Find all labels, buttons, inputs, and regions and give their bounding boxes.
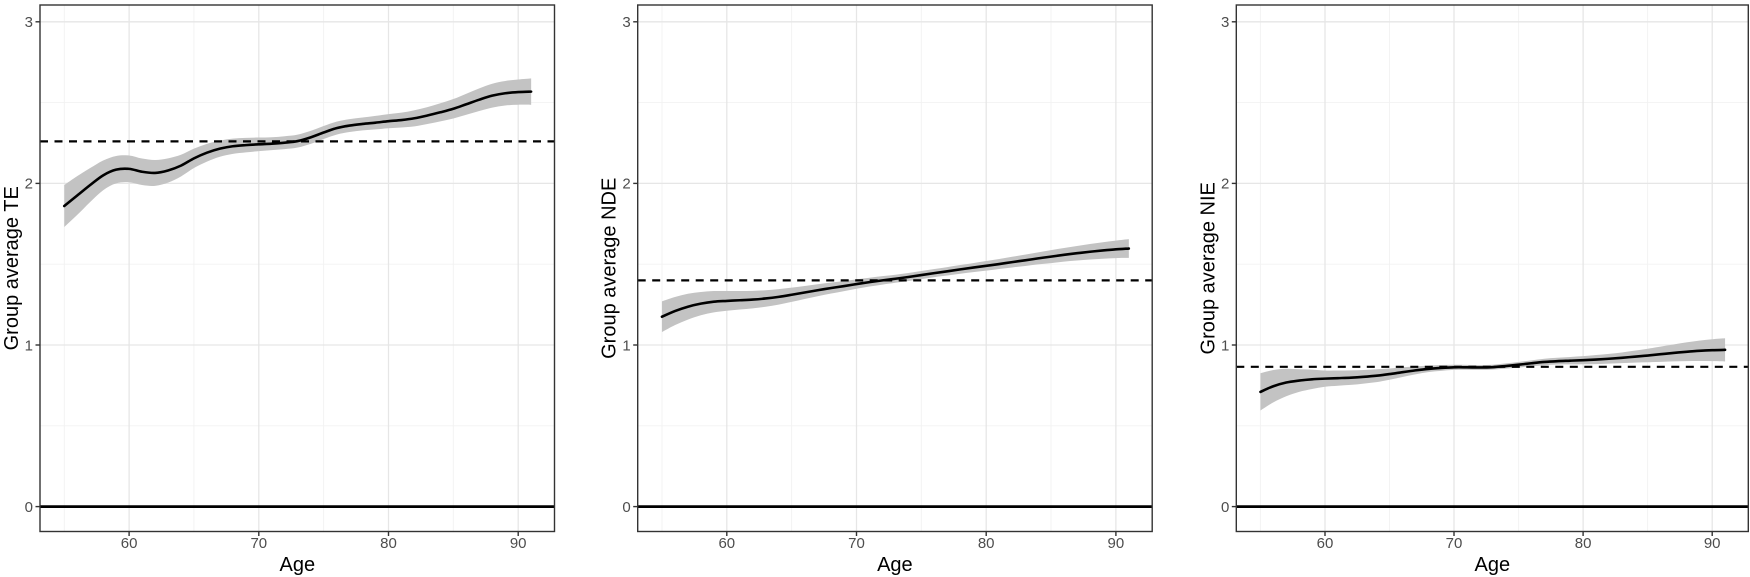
x-tick-label: 80 [978, 535, 995, 552]
smooth-line [62, 90, 533, 208]
y-tick-label: 1 [25, 337, 33, 354]
nde-chart-svg: 60 70 80 90 0 1 2 3 Age Group average NDE [583, 0, 1166, 577]
panel-background [40, 5, 555, 532]
y-tick-label: 2 [25, 176, 33, 193]
y-tick-label: 1 [622, 337, 630, 354]
confidence-band [64, 78, 532, 228]
x-tick-label: 60 [718, 535, 735, 552]
x-axis-title: Age [1475, 554, 1511, 576]
panel-border [1235, 4, 1750, 533]
panel-background [637, 5, 1153, 532]
y-axis-title: Group average NIE [1197, 182, 1219, 354]
y-tick-label: 3 [622, 14, 630, 31]
x-axis-title: Age [280, 554, 316, 576]
y-axis-title: Group average NDE [599, 178, 621, 359]
confidence-band [1260, 338, 1726, 411]
y-tick-label: 3 [25, 14, 33, 31]
panel-background [1236, 5, 1749, 532]
x-tick-label: 60 [121, 535, 138, 552]
nie-chart-svg: 60 70 80 90 0 1 2 3 Age Group average NIE [1166, 0, 1750, 577]
chart-group-average-nie: 60 70 80 90 0 1 2 3 Age Group average NIE [1166, 0, 1750, 577]
y-tick-label: 0 [622, 499, 630, 516]
panel-border [39, 4, 556, 533]
panel-border [637, 4, 1153, 533]
x-tick-label: 70 [1446, 535, 1463, 552]
x-axis-title: Age [877, 554, 913, 576]
x-tick-label: 80 [1575, 535, 1592, 552]
y-tick-label: 0 [25, 499, 33, 516]
y-tick-label: 1 [1221, 337, 1229, 354]
y-axis-title: Group average TE [1, 186, 23, 350]
x-tick-label: 70 [250, 535, 267, 552]
x-tick-label: 70 [848, 535, 865, 552]
y-tick-label: 2 [1221, 176, 1229, 193]
y-tick-label: 2 [622, 176, 630, 193]
y-tick-label: 3 [1221, 14, 1229, 31]
x-tick-label: 60 [1317, 535, 1334, 552]
smooth-line [660, 247, 1131, 319]
chart-group-average-nde: 60 70 80 90 0 1 2 3 Age Group average NDE [583, 0, 1166, 577]
x-tick-label: 90 [1108, 535, 1125, 552]
y-tick-label: 0 [1221, 499, 1229, 516]
x-tick-label: 80 [380, 535, 397, 552]
x-tick-label: 90 [510, 535, 527, 552]
x-tick-label: 90 [1704, 535, 1721, 552]
smooth-line [1259, 348, 1727, 394]
te-chart-svg: 60 70 80 90 0 1 2 3 Age Group average TE [0, 0, 583, 577]
chart-group-average-te: 60 70 80 90 0 1 2 3 Age Group average TE [0, 0, 583, 577]
